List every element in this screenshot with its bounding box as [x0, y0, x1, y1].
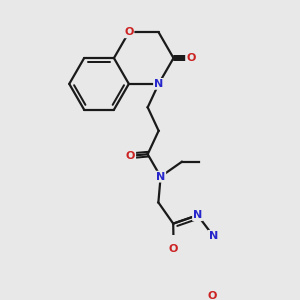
Text: O: O: [186, 53, 196, 63]
Text: N: N: [208, 231, 218, 241]
Text: N: N: [156, 172, 165, 182]
Text: N: N: [193, 210, 202, 220]
Text: O: O: [126, 151, 135, 161]
Text: O: O: [124, 27, 134, 37]
Text: O: O: [207, 291, 217, 300]
Text: N: N: [154, 79, 163, 89]
Text: O: O: [169, 244, 178, 254]
